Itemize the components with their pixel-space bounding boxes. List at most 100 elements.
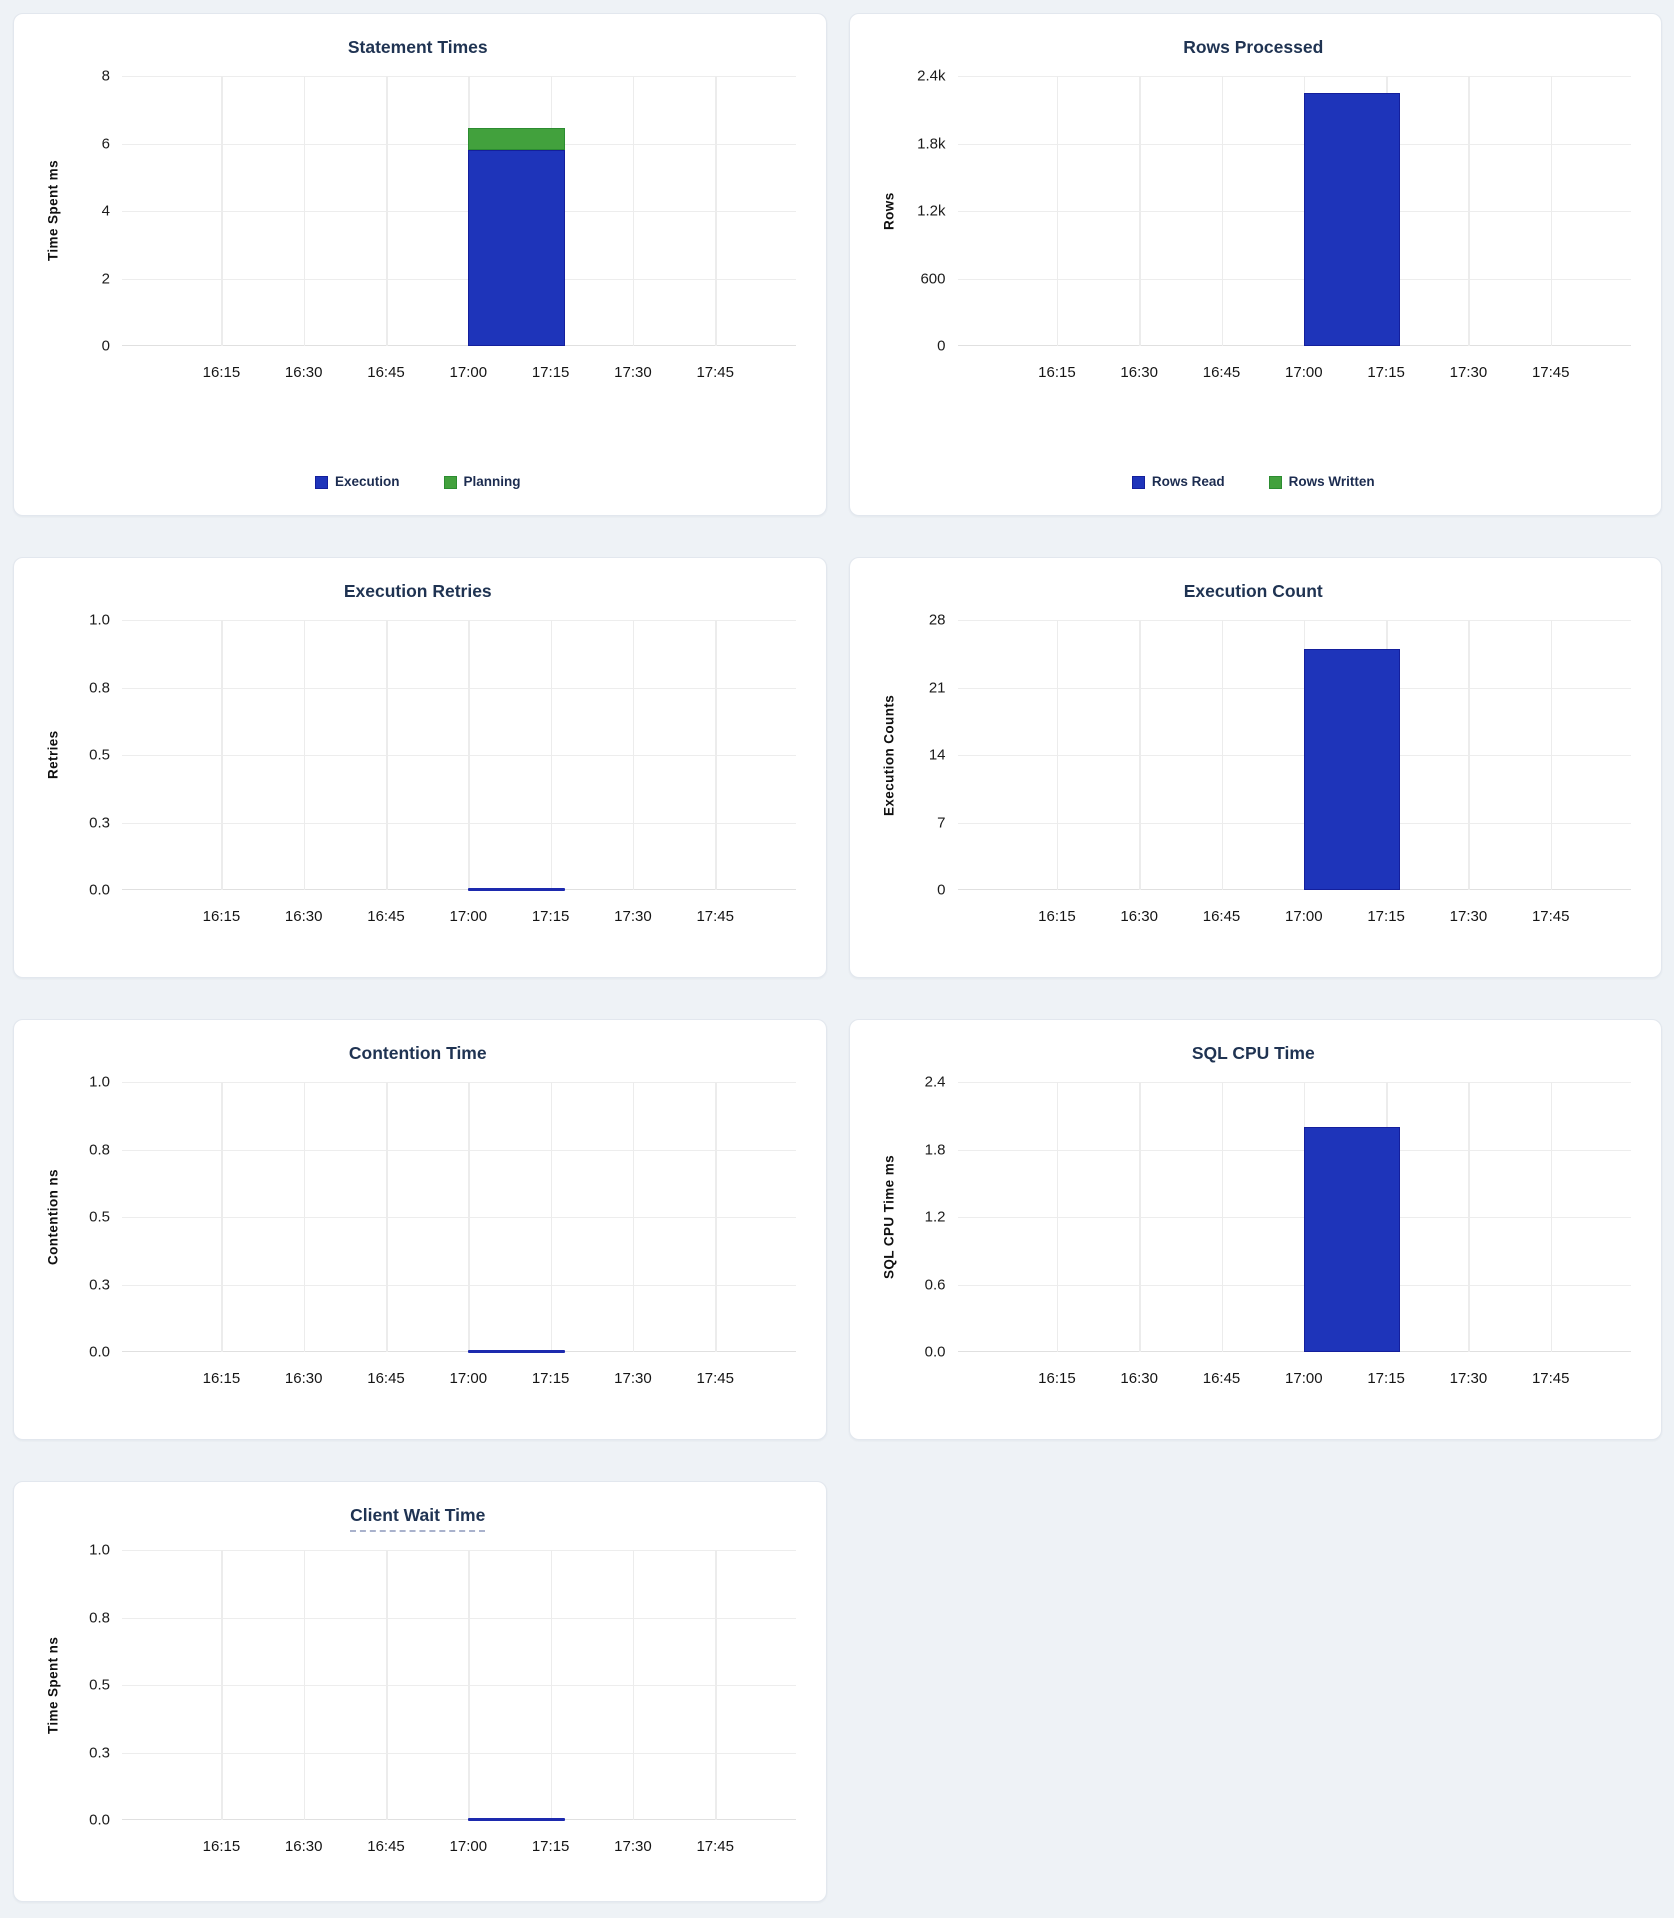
y-tick-label: 0.6 [924, 1276, 946, 1293]
chart-card-rows-processed: Rows Processed Rows 0 600 1.2k 1.8k 2.4k 16:… [848, 13, 1662, 516]
chart-title: Execution Retries [40, 580, 796, 602]
x-tick-label: 17:30 [1449, 1370, 1488, 1387]
series-flat-line[interactable] [468, 1350, 565, 1353]
h-gridline [957, 76, 1631, 77]
y-axis-label: Time Spent ns [45, 1636, 61, 1734]
x-tick-label: 17:45 [1531, 364, 1570, 381]
chart-title: SQL CPU Time [876, 1042, 1632, 1064]
y-tick-label: 1.0 [89, 611, 110, 629]
x-axis-ticks: 16:15 16:30 16:45 17:00 17:15 17:30 17:45 [122, 364, 796, 384]
x-tick-label: 16:30 [284, 908, 323, 925]
plot-area[interactable] [122, 620, 796, 891]
h-gridline [957, 1149, 1631, 1151]
legend-swatch-icon [314, 475, 328, 489]
legend-item-planning[interactable]: Planning [443, 475, 521, 489]
h-gridline [957, 620, 1631, 621]
v-gridline [1221, 620, 1223, 890]
y-tick-label: 0.5 [89, 746, 110, 764]
h-gridline [122, 1217, 796, 1218]
chart-title-tooltip-trigger[interactable]: Client Wait Time [350, 1504, 486, 1532]
h-gridline [122, 687, 796, 689]
bar-segment-rows-read[interactable] [1303, 92, 1401, 346]
plot-area[interactable] [122, 76, 796, 346]
plot-column: 16:15 16:30 16:45 17:00 17:15 17:30 17:45 [957, 620, 1631, 928]
v-gridline [550, 620, 553, 890]
x-tick-label: 17:00 [1285, 908, 1323, 925]
x-axis-ticks: 16:15 16:30 16:45 17:00 17:15 17:30 17:45 [958, 1370, 1632, 1390]
v-gridline [1056, 620, 1059, 890]
y-axis-label: Execution Counts [881, 694, 896, 816]
bar-segment-planning[interactable] [468, 128, 565, 151]
y-axis-label: Contention ns [45, 1169, 61, 1265]
bar-segment-execution[interactable] [468, 150, 565, 346]
y-axis-ticks: 0.0 0.3 0.5 0.8 1.0 [66, 1543, 122, 1828]
plot-area[interactable] [957, 1082, 1631, 1352]
h-gridline [122, 1284, 796, 1286]
plot-column: 16:15 16:30 16:45 17:00 17:15 17:30 17:45 [122, 76, 796, 384]
legend-label: Rows Read [1151, 474, 1225, 489]
y-tick-label: 0 [937, 337, 946, 355]
chart-title-text: Contention Time [348, 1043, 487, 1063]
plot-area[interactable] [957, 620, 1631, 890]
bar-segment-sql-cpu-time[interactable] [1303, 1127, 1401, 1352]
v-gridline [386, 620, 388, 890]
x-tick-label: 16:30 [1120, 364, 1158, 381]
h-gridline [957, 278, 1631, 280]
x-tick-label: 17:30 [614, 908, 652, 925]
v-gridline [221, 620, 223, 890]
y-tick-label: 0.0 [89, 1343, 110, 1361]
y-axis-label: Retries [45, 730, 61, 780]
v-gridline [715, 1082, 717, 1352]
y-tick-label: 0.8 [89, 1609, 110, 1626]
y-tick-label: 2.4 [924, 1073, 946, 1091]
legend-item-execution[interactable]: Execution [314, 475, 400, 489]
x-tick-label: 17:15 [1367, 1370, 1405, 1387]
chart-area: SQL CPU Time ms 0.0 0.6 1.2 1.8 2.4 16:15 16:… [876, 1075, 1632, 1390]
legend-swatch-icon [1268, 475, 1282, 489]
y-tick-label: 1.0 [89, 1073, 110, 1091]
y-tick-label: 0.8 [89, 679, 110, 696]
v-gridline [303, 76, 306, 346]
plot-area[interactable] [122, 1550, 796, 1821]
legend-item-rows-read[interactable]: Rows Read [1131, 474, 1225, 489]
plot-area[interactable] [957, 76, 1631, 346]
v-gridline [715, 76, 717, 346]
y-tick-label: 0.3 [89, 1744, 110, 1761]
h-gridline [957, 211, 1631, 212]
v-gridline [221, 76, 223, 346]
v-gridline [468, 1082, 470, 1352]
h-gridline [957, 822, 1631, 824]
v-gridline [1056, 76, 1059, 346]
x-tick-label: 17:15 [531, 908, 570, 925]
plot-area[interactable] [122, 1082, 796, 1353]
h-gridline [122, 1685, 796, 1686]
legend-item-rows-written[interactable]: Rows Written [1268, 475, 1375, 489]
chart-area: Contention ns 0.0 0.3 0.5 0.8 1.0 16:15 16:30… [40, 1075, 796, 1390]
chart-title: Rows Processed [876, 36, 1632, 58]
chart-title-text: Statement Times [347, 37, 488, 57]
plot-column: 16:15 16:30 16:45 17:00 17:15 17:30 17:45 [122, 620, 796, 928]
chart-area: Time Spent ns 0.0 0.3 0.5 0.8 1.0 16:15 16:30… [40, 1543, 796, 1858]
v-gridline [1139, 76, 1141, 346]
x-axis-ticks: 16:15 16:30 16:45 17:00 17:15 17:30 17:45 [958, 364, 1632, 384]
h-gridline [122, 1752, 796, 1754]
y-tick-label: 1.0 [89, 1541, 110, 1559]
bar-segment-execution-count[interactable] [1303, 648, 1401, 890]
h-gridline [957, 1217, 1631, 1218]
v-gridline [550, 1082, 553, 1352]
plot-column: 16:15 16:30 16:45 17:00 17:15 17:30 17:45 [122, 1550, 796, 1858]
chart-title: Contention Time [40, 1042, 796, 1064]
x-tick-label: 17:45 [1531, 908, 1570, 925]
x-tick-label: 16:45 [367, 908, 405, 925]
chart-area: Retries 0.0 0.3 0.5 0.8 1.0 16:15 16:30 16:45 1… [40, 613, 796, 928]
y-tick-label: 0 [101, 337, 110, 355]
series-flat-line[interactable] [468, 1818, 565, 1821]
series-flat-line[interactable] [468, 888, 565, 891]
chart-title-text: Rows Processed [1183, 37, 1324, 57]
v-gridline [1550, 76, 1553, 346]
v-gridline [303, 1082, 306, 1352]
h-gridline [957, 1082, 1631, 1083]
x-tick-label: 16:45 [1202, 908, 1241, 925]
h-gridline [122, 1617, 796, 1619]
x-tick-label: 17:15 [531, 1838, 570, 1855]
